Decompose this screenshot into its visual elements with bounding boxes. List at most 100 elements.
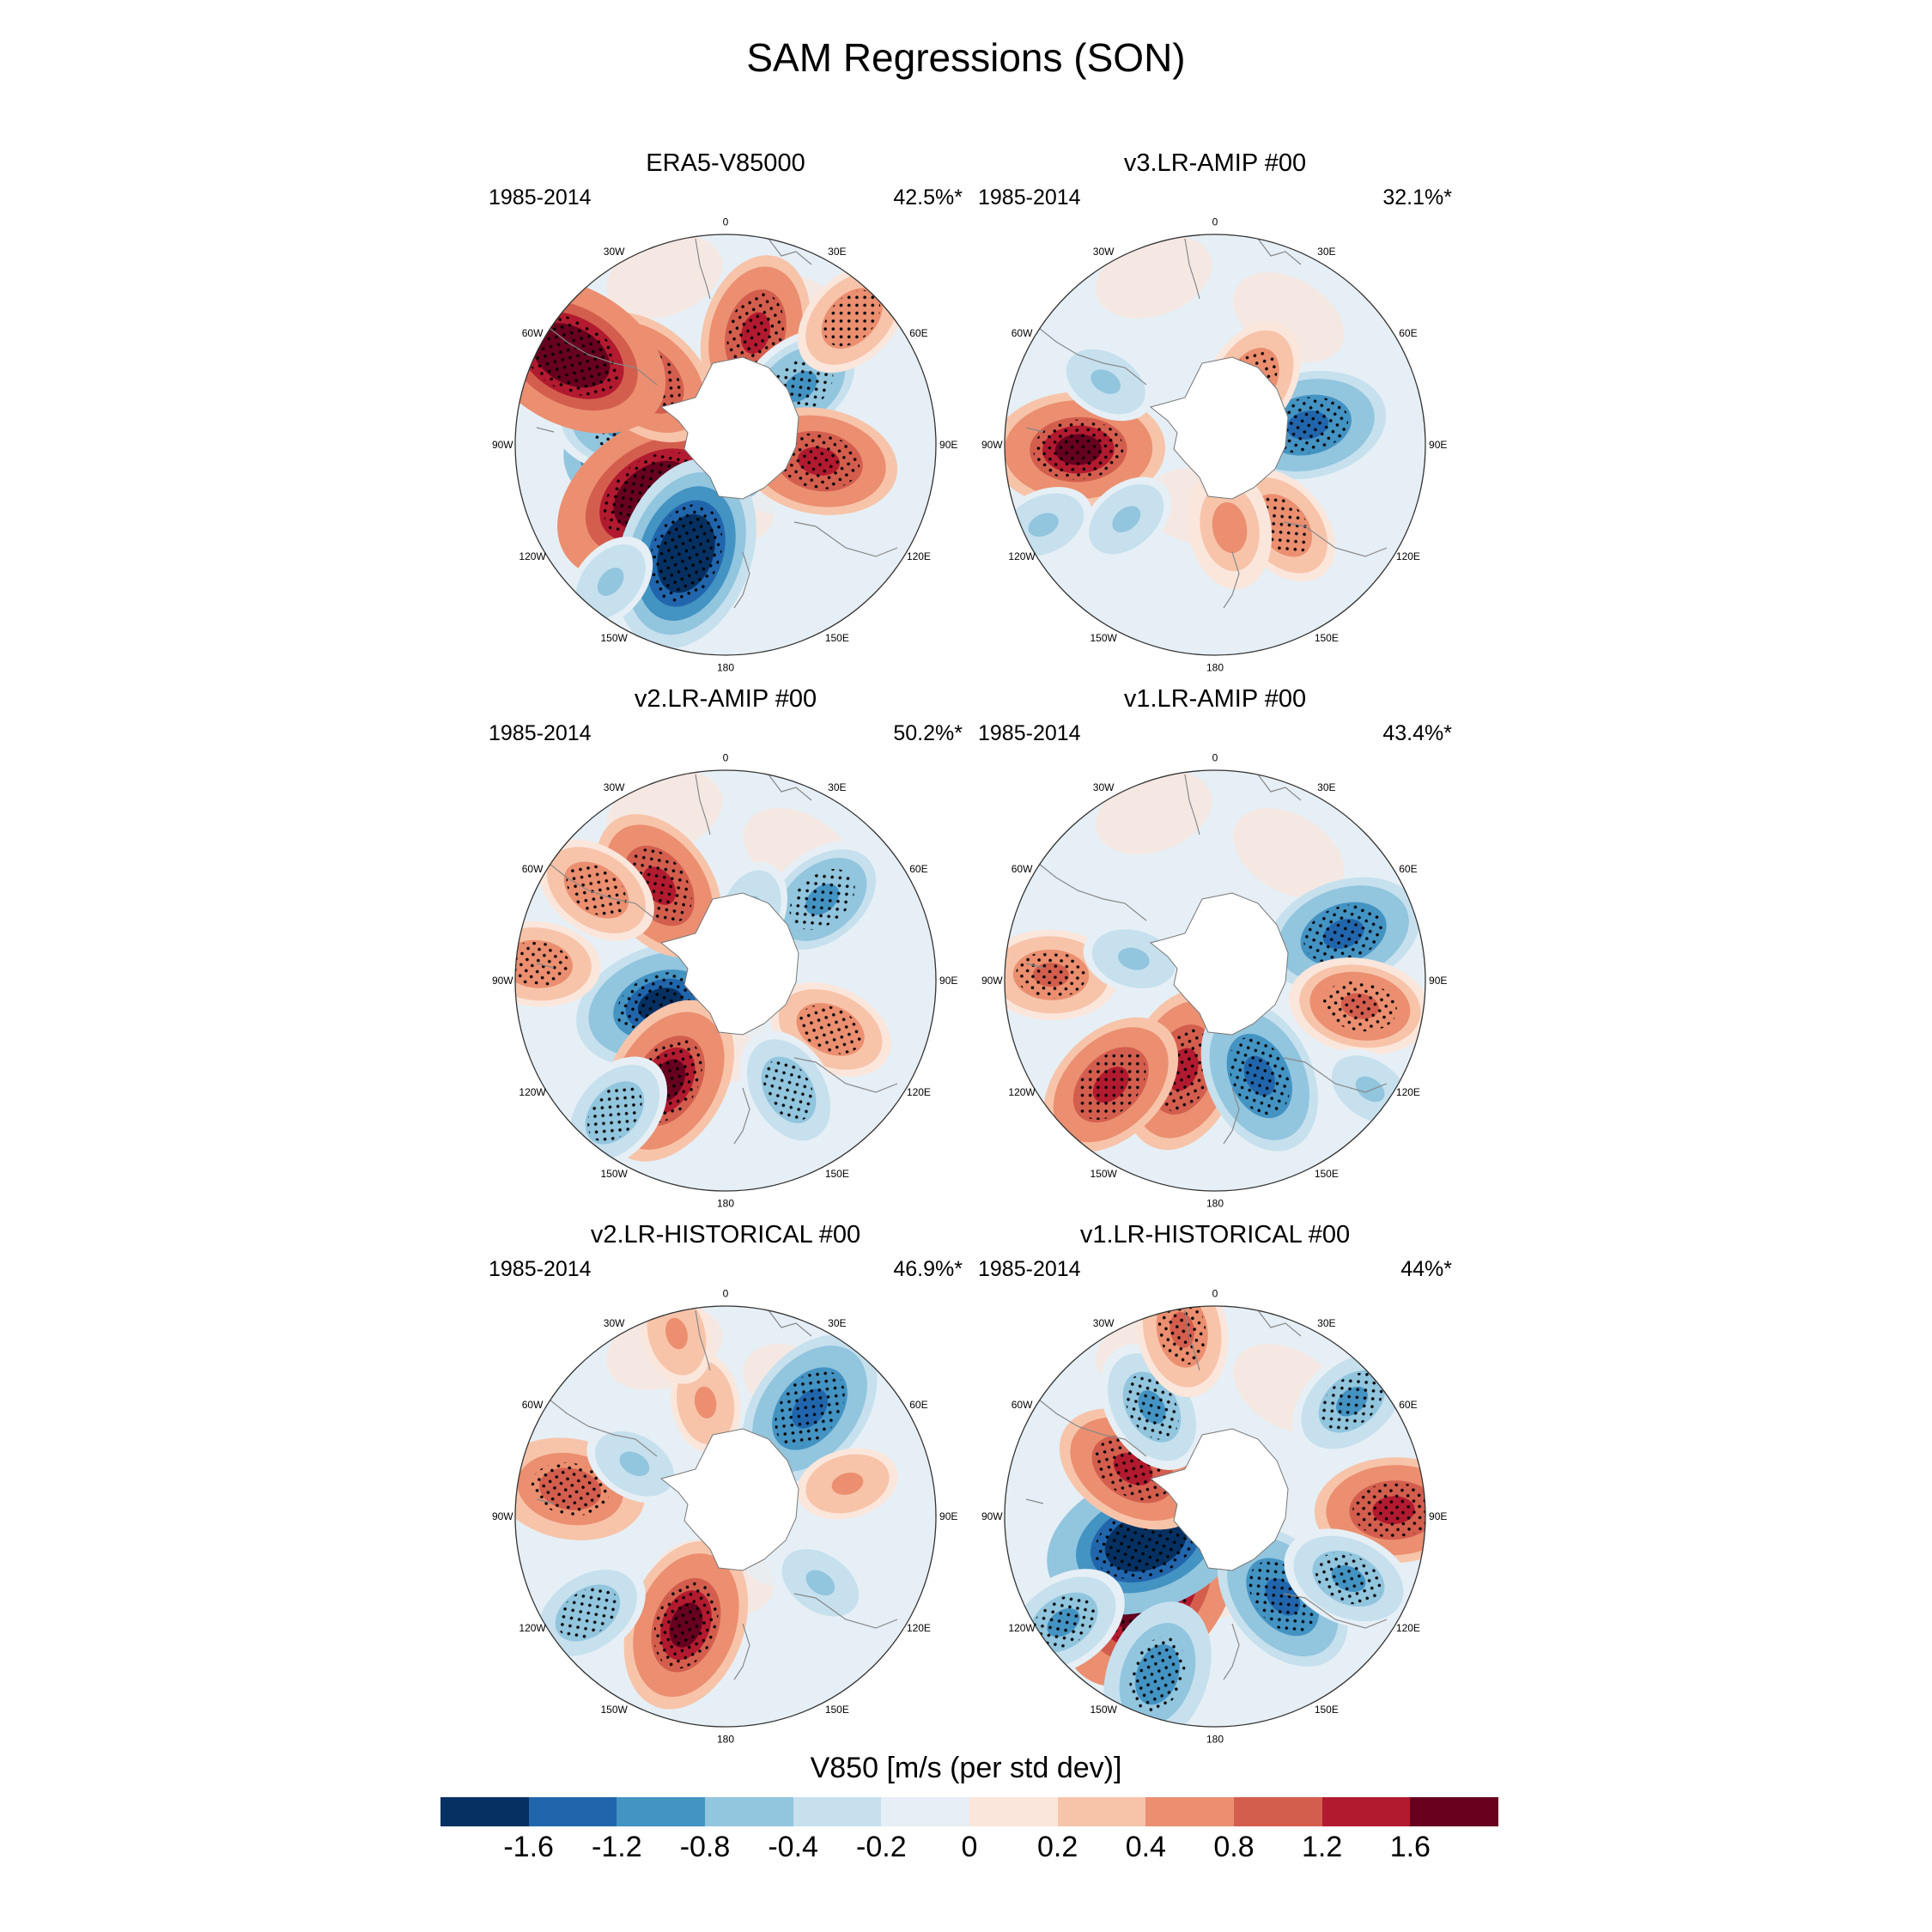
anomaly-blob <box>530 1562 646 1664</box>
coastline <box>768 774 812 801</box>
longitude-label: 150E <box>825 1704 849 1716</box>
anomaly-patch <box>728 1643 845 1727</box>
longitude-label: 30E <box>828 246 846 258</box>
longitude-label: 0 <box>723 1287 729 1299</box>
significance-stipple <box>1303 904 1383 963</box>
longitude-label: 180 <box>1206 662 1224 674</box>
map-panel-v2-amip: v2.LR-AMIP #00 1985-2014 50.2%* 0 30E 60E 9… <box>485 685 966 1221</box>
colorbar-title: V850 [m/s (per std dev)] <box>810 1752 1122 1784</box>
colorbar-cell <box>617 1797 706 1826</box>
longitude-label: 150W <box>600 1704 628 1716</box>
anomaly-blob <box>1292 1346 1412 1457</box>
map-panel-v1-historical: v1.LR-HISTORICAL #00 1985-2014 44%* 0 30E… <box>975 1221 1455 1757</box>
longitude-label: 30W <box>1093 1317 1115 1329</box>
longitude-label: 60W <box>522 327 544 339</box>
anomaly-contour <box>1118 947 1150 970</box>
panel-title: v3.LR-AMIP #00 <box>1123 149 1307 177</box>
longitude-label: 180 <box>1206 1734 1224 1746</box>
colorbar-tick-label: 0.8 <box>1213 1831 1255 1863</box>
anomaly-blob <box>1187 465 1273 590</box>
longitude-label: 90E <box>1429 439 1447 451</box>
coastline <box>1184 1309 1200 1371</box>
anomaly-contour <box>694 1386 717 1419</box>
colorbar-cell <box>705 1797 793 1826</box>
longitude-label: 90W <box>492 439 513 451</box>
coastline <box>695 774 711 835</box>
longitude-label: 30W <box>1093 781 1115 793</box>
colorbar-cell <box>969 1797 1058 1826</box>
significance-stipple <box>1229 1036 1291 1115</box>
longitude-label: 150E <box>825 632 849 644</box>
longitude-label: 0 <box>1212 216 1218 228</box>
antarctica-landmass <box>659 892 799 1036</box>
significance-stipple <box>1352 1482 1425 1538</box>
anomaly-contour <box>1355 1076 1385 1103</box>
longitude-label: 0 <box>723 751 729 763</box>
colorbar-tick-label: -0.8 <box>679 1831 731 1863</box>
panel-title: v2.LR-HISTORICAL #00 <box>590 1221 861 1249</box>
colorbar-cell <box>1057 1797 1146 1826</box>
polar-map: 0 30E 60E 90E 120E 150E 180 150W 120W 90W 60W 30W <box>492 1287 957 1745</box>
significance-stipple <box>762 1059 815 1121</box>
colorbar-tick-label: -0.4 <box>768 1831 818 1863</box>
colorbar-tick-label: 1.2 <box>1302 1831 1343 1863</box>
longitude-label: 90W <box>981 975 1003 987</box>
map-panel-v3-amip: v3.LR-AMIP #00 1985-2014 32.1%* 0 30E 60E 9… <box>975 149 1455 685</box>
colorbar-tick-label: 1.6 <box>1389 1831 1431 1863</box>
coastline <box>733 1623 750 1680</box>
significance-stipple <box>1315 1552 1382 1605</box>
antarctica-landmass <box>659 356 799 500</box>
panel-variance-pct: 50.2%* <box>893 721 963 745</box>
longitude-label: 180 <box>717 662 734 674</box>
anomaly-blob <box>568 537 653 628</box>
coastline <box>695 238 711 300</box>
polar-map: 0 30E 60E 90E 120E 150E 180 150W 120W 90W 60W 30W <box>981 1287 1447 1746</box>
anomaly-patch <box>1218 571 1334 655</box>
anomaly-blob <box>538 839 654 941</box>
significance-stipple <box>1033 419 1124 480</box>
anomaly-blob <box>797 1448 898 1520</box>
map-panel-v2-historical: v2.LR-HISTORICAL #00 1985-2014 46.9%* 0 3… <box>485 1221 966 1757</box>
panel-variance-pct: 46.9%* <box>893 1257 963 1281</box>
colorbar-tick-label: 0.4 <box>1125 1831 1166 1863</box>
anomaly-blob <box>1043 1017 1179 1152</box>
longitude-label: 30W <box>1093 246 1115 258</box>
longitude-label: 60W <box>522 1399 544 1411</box>
panel-years: 1985-2014 <box>489 1257 592 1281</box>
significance-stipple <box>823 289 881 347</box>
significance-stipple <box>1016 951 1086 999</box>
longitude-label: 90E <box>1429 975 1447 987</box>
anomaly-blob <box>1081 477 1172 562</box>
coastline <box>1257 774 1302 801</box>
antarctica-landmass <box>1149 892 1289 1036</box>
coastline <box>1257 1309 1302 1337</box>
longitude-label: 30W <box>604 1317 625 1329</box>
significance-stipple <box>775 1370 845 1448</box>
coastline <box>695 1309 711 1371</box>
colorbar-cell <box>1145 1797 1235 1826</box>
coastline <box>1223 1087 1240 1145</box>
longitude-label: 120E <box>907 1086 931 1098</box>
coastline <box>1283 1057 1388 1093</box>
anomaly-patch <box>728 571 845 655</box>
coastline <box>536 427 555 433</box>
coastline <box>733 551 750 609</box>
coastline <box>536 963 555 969</box>
anomaly-blob <box>623 1540 749 1710</box>
longitude-label: 150E <box>1315 1704 1339 1716</box>
coastline <box>1223 551 1240 609</box>
coastline <box>733 1087 750 1145</box>
longitude-label: 60W <box>522 863 544 875</box>
longitude-label: 90E <box>939 975 957 987</box>
longitude-label: 0 <box>1212 1287 1218 1299</box>
anomaly-blob <box>1289 957 1425 1055</box>
significance-stipple <box>649 504 723 604</box>
coastline <box>1025 963 1044 969</box>
panel-variance-pct: 32.1%* <box>1382 185 1452 210</box>
panel-years: 1985-2014 <box>489 185 592 210</box>
anomaly-contour <box>805 1570 835 1596</box>
colorbar-cell <box>1410 1797 1499 1826</box>
map-border <box>514 1305 937 1728</box>
anomaly-contour <box>1028 513 1059 537</box>
anomaly-blob <box>759 841 885 959</box>
